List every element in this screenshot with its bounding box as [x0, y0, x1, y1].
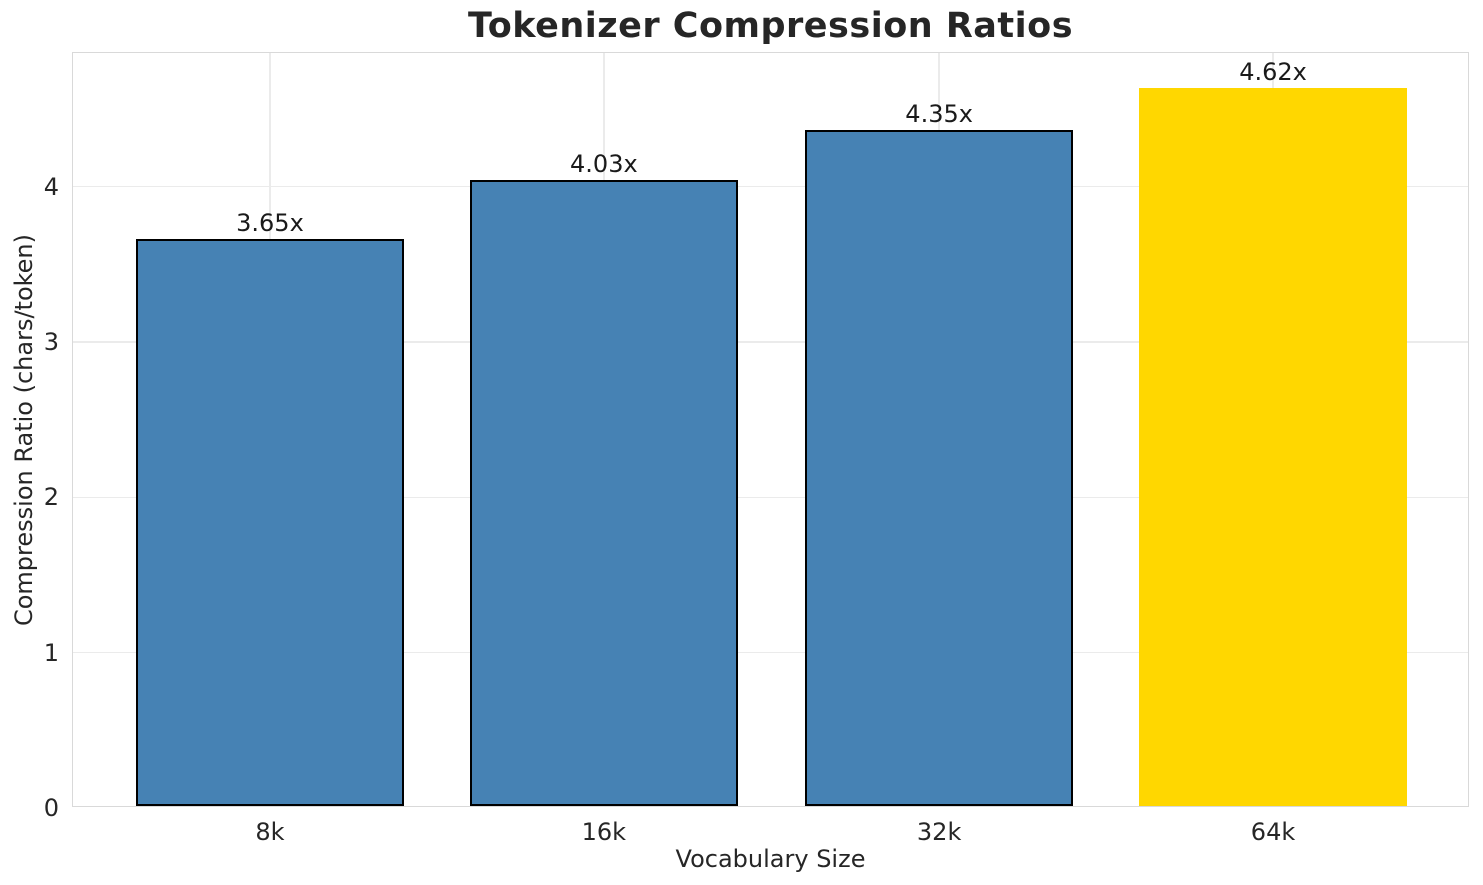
bar-32k — [805, 130, 1074, 806]
bar-value-label-16k: 4.03x — [570, 149, 638, 178]
bar-16k — [469, 179, 738, 806]
x-axis-label: Vocabulary Size — [675, 845, 866, 873]
y-axis-label: Compression Ratio (chars/token) — [10, 233, 38, 627]
bar-64k — [1139, 88, 1408, 806]
bar-8k — [135, 238, 404, 806]
chart-title: Tokenizer Compression Ratios — [467, 6, 1074, 46]
h-gridline-1 — [73, 651, 1468, 654]
h-gridline-4 — [73, 185, 1468, 188]
bar-value-label-64k: 4.62x — [1239, 57, 1307, 86]
bar-value-label-8k: 3.65x — [236, 208, 304, 237]
y-tick-label-4: 4 — [43, 172, 59, 201]
x-tick-label-64k: 64k — [1250, 818, 1296, 846]
y-tick-label-0: 0 — [43, 794, 59, 822]
h-gridline-3 — [73, 341, 1468, 343]
y-tick-label-1: 1 — [43, 638, 59, 667]
x-tick-label-8k: 8k — [255, 818, 285, 846]
y-tick-label-3: 3 — [43, 327, 59, 356]
bar-value-label-32k: 4.35x — [905, 99, 973, 128]
x-tick-label-32k: 32k — [916, 818, 962, 846]
x-tick-label-16k: 16k — [581, 818, 627, 846]
y-tick-label-2: 2 — [43, 483, 59, 512]
h-gridline-2 — [73, 496, 1468, 499]
plot-area: 0 1 2 3 4 3.65x 8k 4.03x 16k 4.35x 32k 4.62x 64k — [44, 52, 1469, 846]
